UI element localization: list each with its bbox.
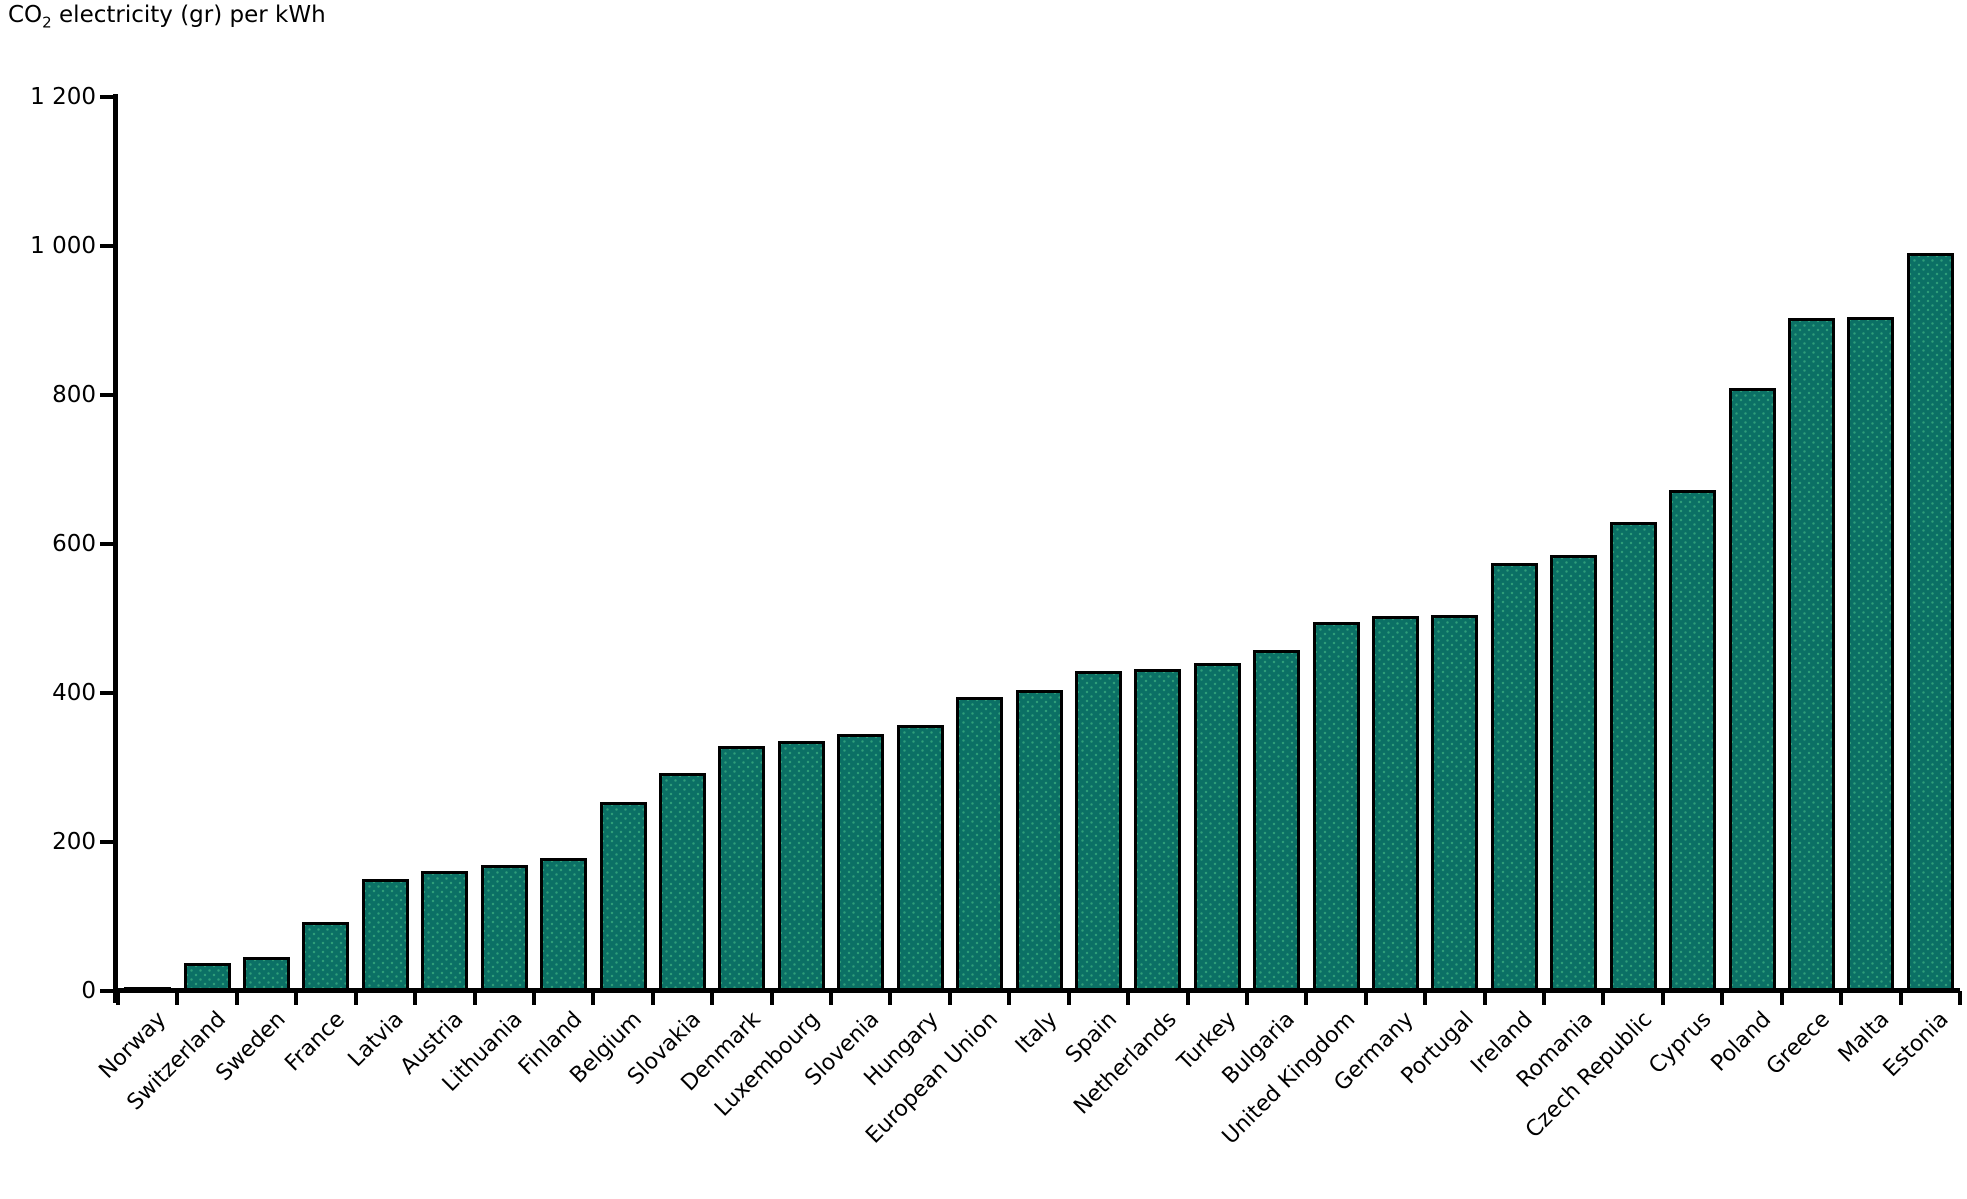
bar-belgium [599,801,647,991]
bar-turkey [1193,663,1241,991]
bar-poland [1728,387,1776,991]
x-tick [1423,991,1428,1005]
bar-european-union [956,696,1004,991]
bar-france [302,921,350,991]
x-tick [1185,991,1190,1005]
y-tick [100,393,113,397]
x-tick [175,991,180,1005]
x-axis-label-italy: Italy [1011,1007,1063,1059]
y-tick [100,989,113,993]
bar-sweden [243,957,291,991]
chart-title-suffix: electricity (gr) per kWh [51,2,326,28]
bar-bulgaria [1253,649,1301,991]
bar-latvia [361,878,409,991]
bar-norway [124,987,172,994]
bar-austria [421,871,469,991]
x-tick [1126,991,1131,1005]
bar-finland [540,858,588,991]
y-tick-label: 400 [52,680,96,706]
x-tick [1542,991,1547,1005]
x-tick [1898,991,1903,1005]
x-tick [1007,991,1012,1005]
x-tick [888,991,893,1005]
y-tick [100,244,113,248]
bar-united-kingdom [1312,622,1360,991]
x-tick [591,991,596,1005]
x-tick [1958,991,1962,1005]
y-tick-label: 200 [52,829,96,855]
x-tick [1660,991,1665,1005]
bar-netherlands [1134,669,1182,991]
bar-luxembourg [777,741,825,991]
bar-greece [1787,317,1835,991]
bar-czech-republic [1609,521,1657,991]
bar-malta [1847,316,1895,991]
bar-hungary [896,725,944,991]
y-tick-label: 0 [81,978,96,1004]
y-tick [100,840,113,844]
x-tick [413,991,418,1005]
y-axis [113,94,118,1003]
bar-lithuania [480,865,528,991]
y-tick [100,542,113,546]
bar-switzerland [183,963,231,991]
y-tick-label: 1 000 [30,233,96,259]
x-tick [234,991,239,1005]
y-tick-label: 800 [52,382,96,408]
x-tick [1839,991,1844,1005]
x-tick [710,991,715,1005]
bar-romania [1550,555,1598,991]
x-tick [1779,991,1784,1005]
bar-spain [1074,670,1122,991]
x-axis-label-estonia: Estonia [1879,1007,1954,1082]
bar-germany [1372,616,1420,991]
chart-title-subscript: 2 [42,13,52,32]
x-tick [1720,991,1725,1005]
x-tick [1363,991,1368,1005]
bar-denmark [718,745,766,991]
x-tick [1601,991,1606,1005]
x-tick [769,991,774,1005]
bar-slovakia [658,773,706,991]
y-tick [100,691,113,695]
bar-cyprus [1669,490,1717,991]
x-tick [294,991,299,1005]
bar-italy [1015,690,1063,991]
x-axis-label-france: France [280,1007,350,1077]
bar-estonia [1906,253,1954,991]
chart-title-prefix: CO [8,2,43,28]
y-tick-label: 600 [52,531,96,557]
x-axis-label-greece: Greece [1762,1007,1836,1081]
x-tick [116,991,120,1005]
bar-portugal [1431,614,1479,991]
x-tick [531,991,536,1005]
x-tick [1244,991,1249,1005]
x-tick [1482,991,1487,1005]
x-tick [353,991,358,1005]
chart-title: CO2 electricity (gr) per kWh [8,2,326,30]
x-tick [472,991,477,1005]
x-tick [1304,991,1309,1005]
x-tick [650,991,655,1005]
x-tick [829,991,834,1005]
y-tick-label: 1 200 [30,84,96,110]
x-tick [1066,991,1071,1005]
bar-ireland [1490,563,1538,991]
bar-slovenia [837,733,885,991]
x-tick [947,991,952,1005]
y-tick [100,95,113,99]
x-axis-label-cyprus: Cyprus [1644,1007,1717,1079]
